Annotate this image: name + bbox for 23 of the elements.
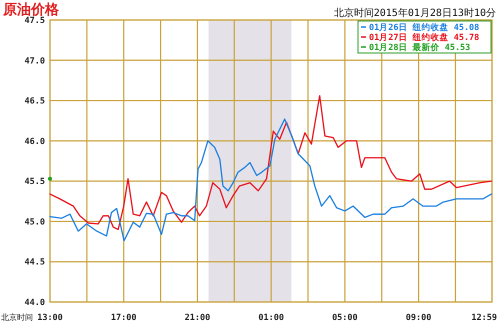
y-tick-label: 45.0 bbox=[24, 217, 45, 228]
y-tick-label: 46.0 bbox=[24, 136, 45, 147]
y-tick-label: 46.5 bbox=[24, 96, 45, 107]
legend-label: 01月26日 纽约收盘 45.08 bbox=[369, 22, 480, 33]
x-tick-label: 09:00 bbox=[406, 313, 432, 323]
chart-title: 原油价格 bbox=[2, 2, 60, 18]
legend-label: 01月27日 纽约收盘 45.78 bbox=[369, 32, 480, 43]
y-tick-label: 44.0 bbox=[24, 298, 45, 308]
chart-subtitle: 北京时间2015年01月28日13时10分 bbox=[334, 7, 496, 19]
line-series bbox=[49, 95, 492, 230]
y-tick-label: 44.5 bbox=[24, 258, 45, 268]
x-tick-label: 17:00 bbox=[110, 313, 137, 323]
line-series bbox=[49, 118, 492, 242]
y-tick-label: 47.0 bbox=[24, 56, 45, 66]
x-tick-label: 12:59 bbox=[471, 313, 497, 323]
x-tick-label: 13:00 bbox=[37, 313, 63, 323]
y-tick-label: 45.5 bbox=[24, 177, 45, 188]
x-tick-label: 21:00 bbox=[184, 313, 210, 323]
x-tick-label: 01:00 bbox=[258, 313, 284, 323]
x-axis-title: 北京时间 bbox=[1, 313, 33, 322]
y-tick-label: 47.5 bbox=[24, 16, 45, 26]
x-tick-label: 05:00 bbox=[332, 313, 358, 323]
legend-label: 01月28日 最新价 45.53 bbox=[369, 42, 470, 53]
